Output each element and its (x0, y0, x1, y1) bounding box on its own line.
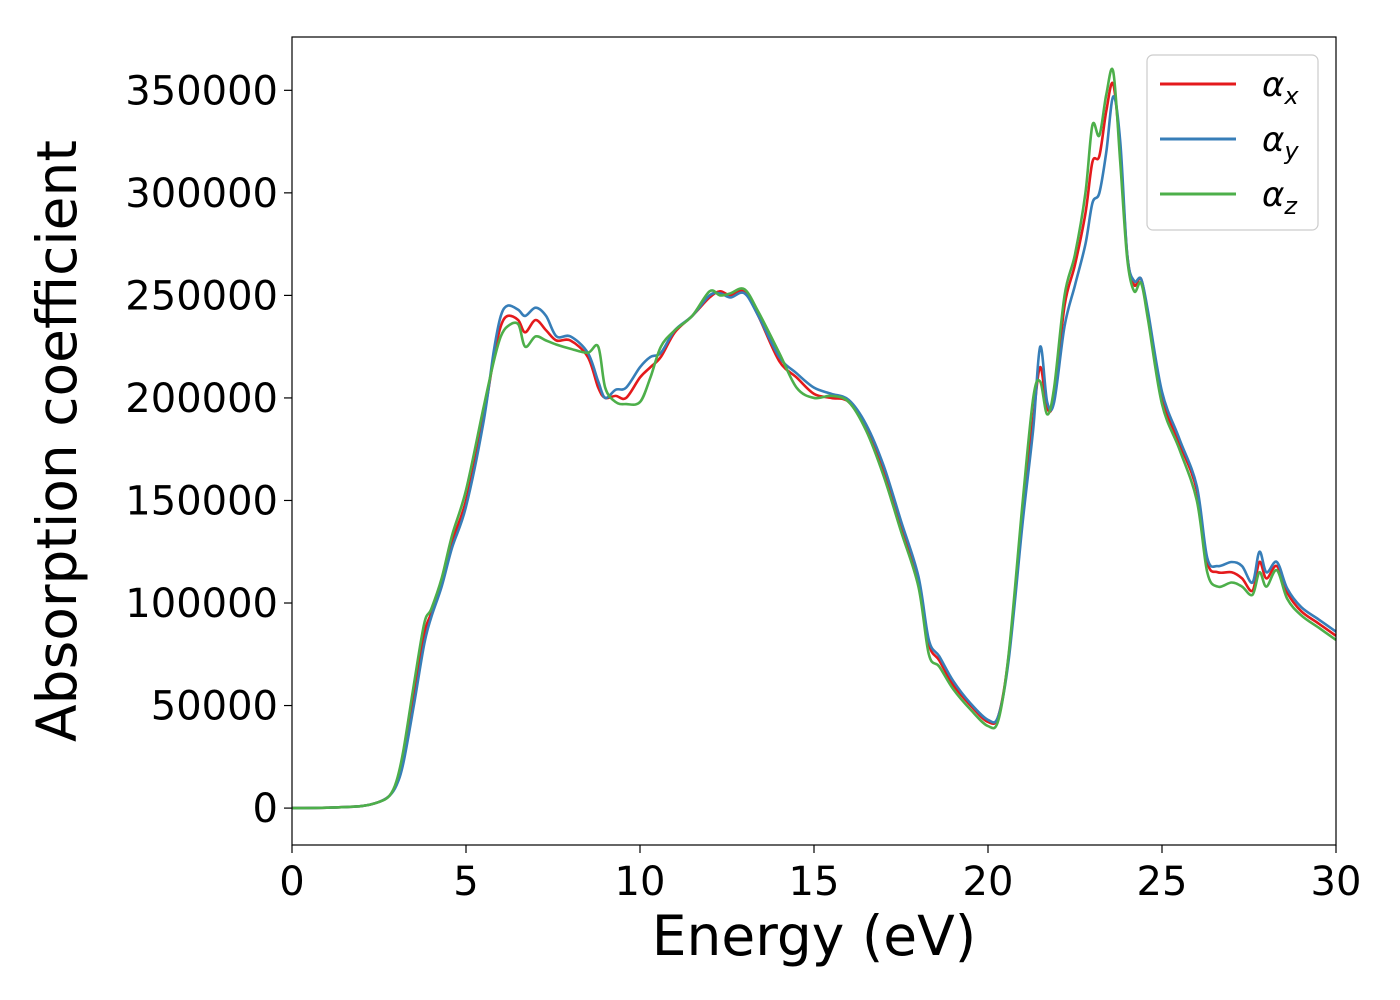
series-line-z (291, 67, 1337, 810)
x-tick-label: 10 (615, 859, 666, 905)
series-line-y (291, 95, 1337, 810)
legend-label-x: αx (1262, 65, 1299, 110)
x-tick-label: 20 (963, 859, 1014, 905)
series-lines (291, 67, 1337, 810)
x-axis-title: Energy (eV) (652, 904, 976, 968)
x-tick-label: 5 (453, 859, 478, 905)
x-tick-label: 15 (789, 859, 840, 905)
y-tick-label: 200000 (125, 376, 278, 422)
legend-label-sub: z (1283, 192, 1298, 220)
legend-label-z: αz (1262, 175, 1298, 220)
legend-label-base: α (1262, 175, 1284, 215)
y-tick-label: 300000 (125, 171, 278, 217)
y-tick-label: 250000 (125, 273, 278, 319)
y-axis-ticks: 0 50000 100000 150000 200000 250000 300000 3500… (125, 68, 292, 832)
y-tick-label: 50000 (151, 684, 278, 730)
legend-box (1146, 54, 1319, 231)
x-axis-ticks: 0 5 10 15 20 25 30 (279, 845, 1361, 905)
x-tick-label: 0 (279, 859, 304, 905)
y-tick-label: 350000 (125, 68, 278, 114)
y-tick-label: 100000 (125, 581, 278, 627)
legend-label-base: α (1262, 120, 1284, 160)
y-axis-title: Absorption coefficient (25, 140, 89, 742)
x-tick-label: 30 (1311, 859, 1362, 905)
y-tick-label: 150000 (125, 478, 278, 524)
x-tick-label: 25 (1137, 859, 1188, 905)
legend-label-sub: x (1283, 82, 1299, 110)
legend-label-sub: y (1283, 137, 1299, 165)
legend-label-base: α (1262, 65, 1284, 105)
legend-label-y: αy (1262, 120, 1299, 165)
y-tick-label: 0 (253, 786, 278, 832)
